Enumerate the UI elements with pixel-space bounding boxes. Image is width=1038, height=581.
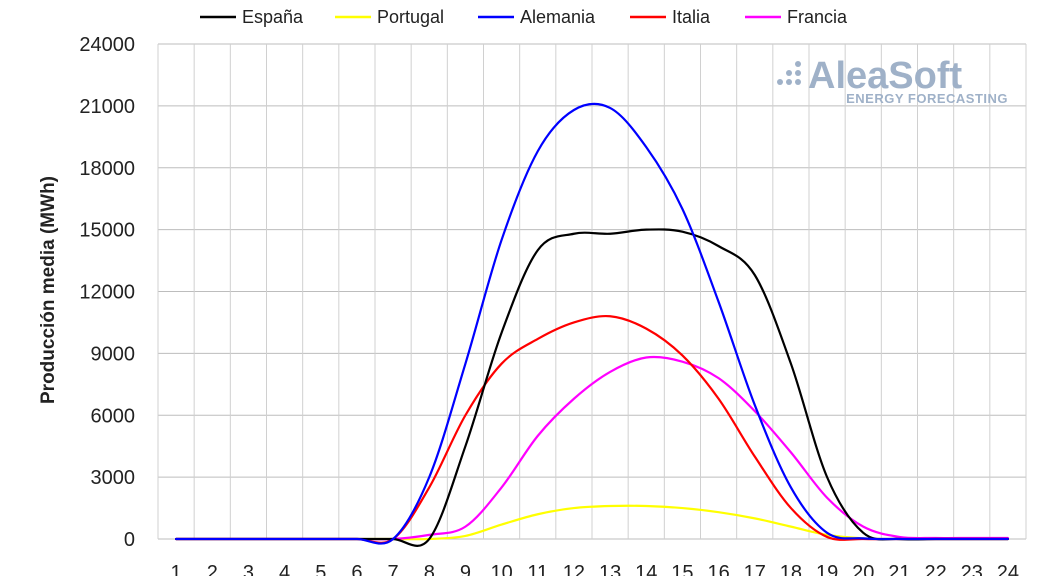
legend-label: Alemania — [520, 7, 596, 27]
x-tick-label: 21 — [888, 562, 910, 576]
grid — [157, 43, 1027, 540]
x-tick-label: 12 — [563, 562, 585, 576]
x-tick-label: 1 — [171, 562, 182, 576]
x-tick-label: 3 — [243, 562, 254, 576]
x-tick-label: 11 — [527, 562, 548, 576]
x-tick-label: 22 — [924, 562, 946, 576]
logo-brand: AleaSoft — [808, 55, 962, 97]
x-tick-label: 2 — [207, 562, 218, 576]
x-tick-label: 8 — [424, 562, 435, 576]
y-tick-label: 15000 — [79, 220, 135, 242]
series-line-alemania — [174, 102, 1010, 545]
legend-item-francia: Francia — [745, 7, 848, 27]
x-tick-label: 17 — [744, 562, 766, 576]
y-tick-label: 18000 — [79, 158, 135, 180]
y-tick-label: 3000 — [91, 467, 136, 489]
y-tick-label: 24000 — [79, 34, 135, 56]
x-tick-label: 6 — [351, 562, 362, 576]
y-tick-label: 12000 — [79, 282, 135, 304]
legend: España Portugal Alemania Italia Francia — [200, 7, 848, 27]
logo-tagline: ENERGY FORECASTING — [846, 91, 1008, 106]
x-tick-label: 5 — [315, 562, 326, 576]
x-tick-label: 24 — [997, 562, 1019, 576]
x-tick-label: 18 — [780, 562, 802, 576]
x-axis-ticks: 1 2 3 4 5 6 7 8 9 10 11 12 13 14 15 16 17 18 19 20 21 22 23 24 — [171, 562, 1020, 581]
legend-label: Italia — [672, 7, 711, 27]
x-tick-label: 7 — [388, 562, 399, 576]
y-tick-label: 0 — [124, 529, 135, 551]
x-tick-label: 19 — [816, 562, 838, 576]
y-axis-ticks: 0 3000 6000 9000 12000 15000 18000 21000 24000 — [79, 34, 135, 551]
x-tick-label: 23 — [961, 562, 983, 576]
x-tick-label: 20 — [852, 562, 874, 576]
legend-label: Portugal — [377, 7, 444, 27]
legend-label: Francia — [787, 7, 848, 27]
x-tick-label: 10 — [490, 562, 512, 576]
aleasoft-logo: AleaSoft ENERGY FORECASTING — [777, 55, 1008, 106]
y-tick-label: 6000 — [91, 405, 136, 427]
y-tick-label: 9000 — [91, 343, 136, 365]
legend-item-portugal: Portugal — [335, 7, 444, 27]
y-axis-label: Producción media (MWh) — [38, 176, 59, 404]
x-tick-label: 14 — [635, 562, 657, 576]
x-tick-label: 13 — [599, 562, 621, 576]
x-tick-label: 4 — [279, 562, 290, 576]
x-tick-label: 9 — [460, 562, 471, 576]
series-lines — [174, 102, 1010, 547]
legend-item-italia: Italia — [630, 7, 711, 27]
legend-item-espana: España — [200, 7, 304, 27]
x-tick-label: 15 — [671, 562, 693, 576]
legend-label: España — [242, 7, 304, 27]
legend-item-alemania: Alemania — [478, 7, 596, 27]
x-tick-label: 16 — [707, 562, 729, 576]
logo-dots-icon — [777, 61, 801, 85]
y-tick-label: 21000 — [79, 96, 135, 118]
